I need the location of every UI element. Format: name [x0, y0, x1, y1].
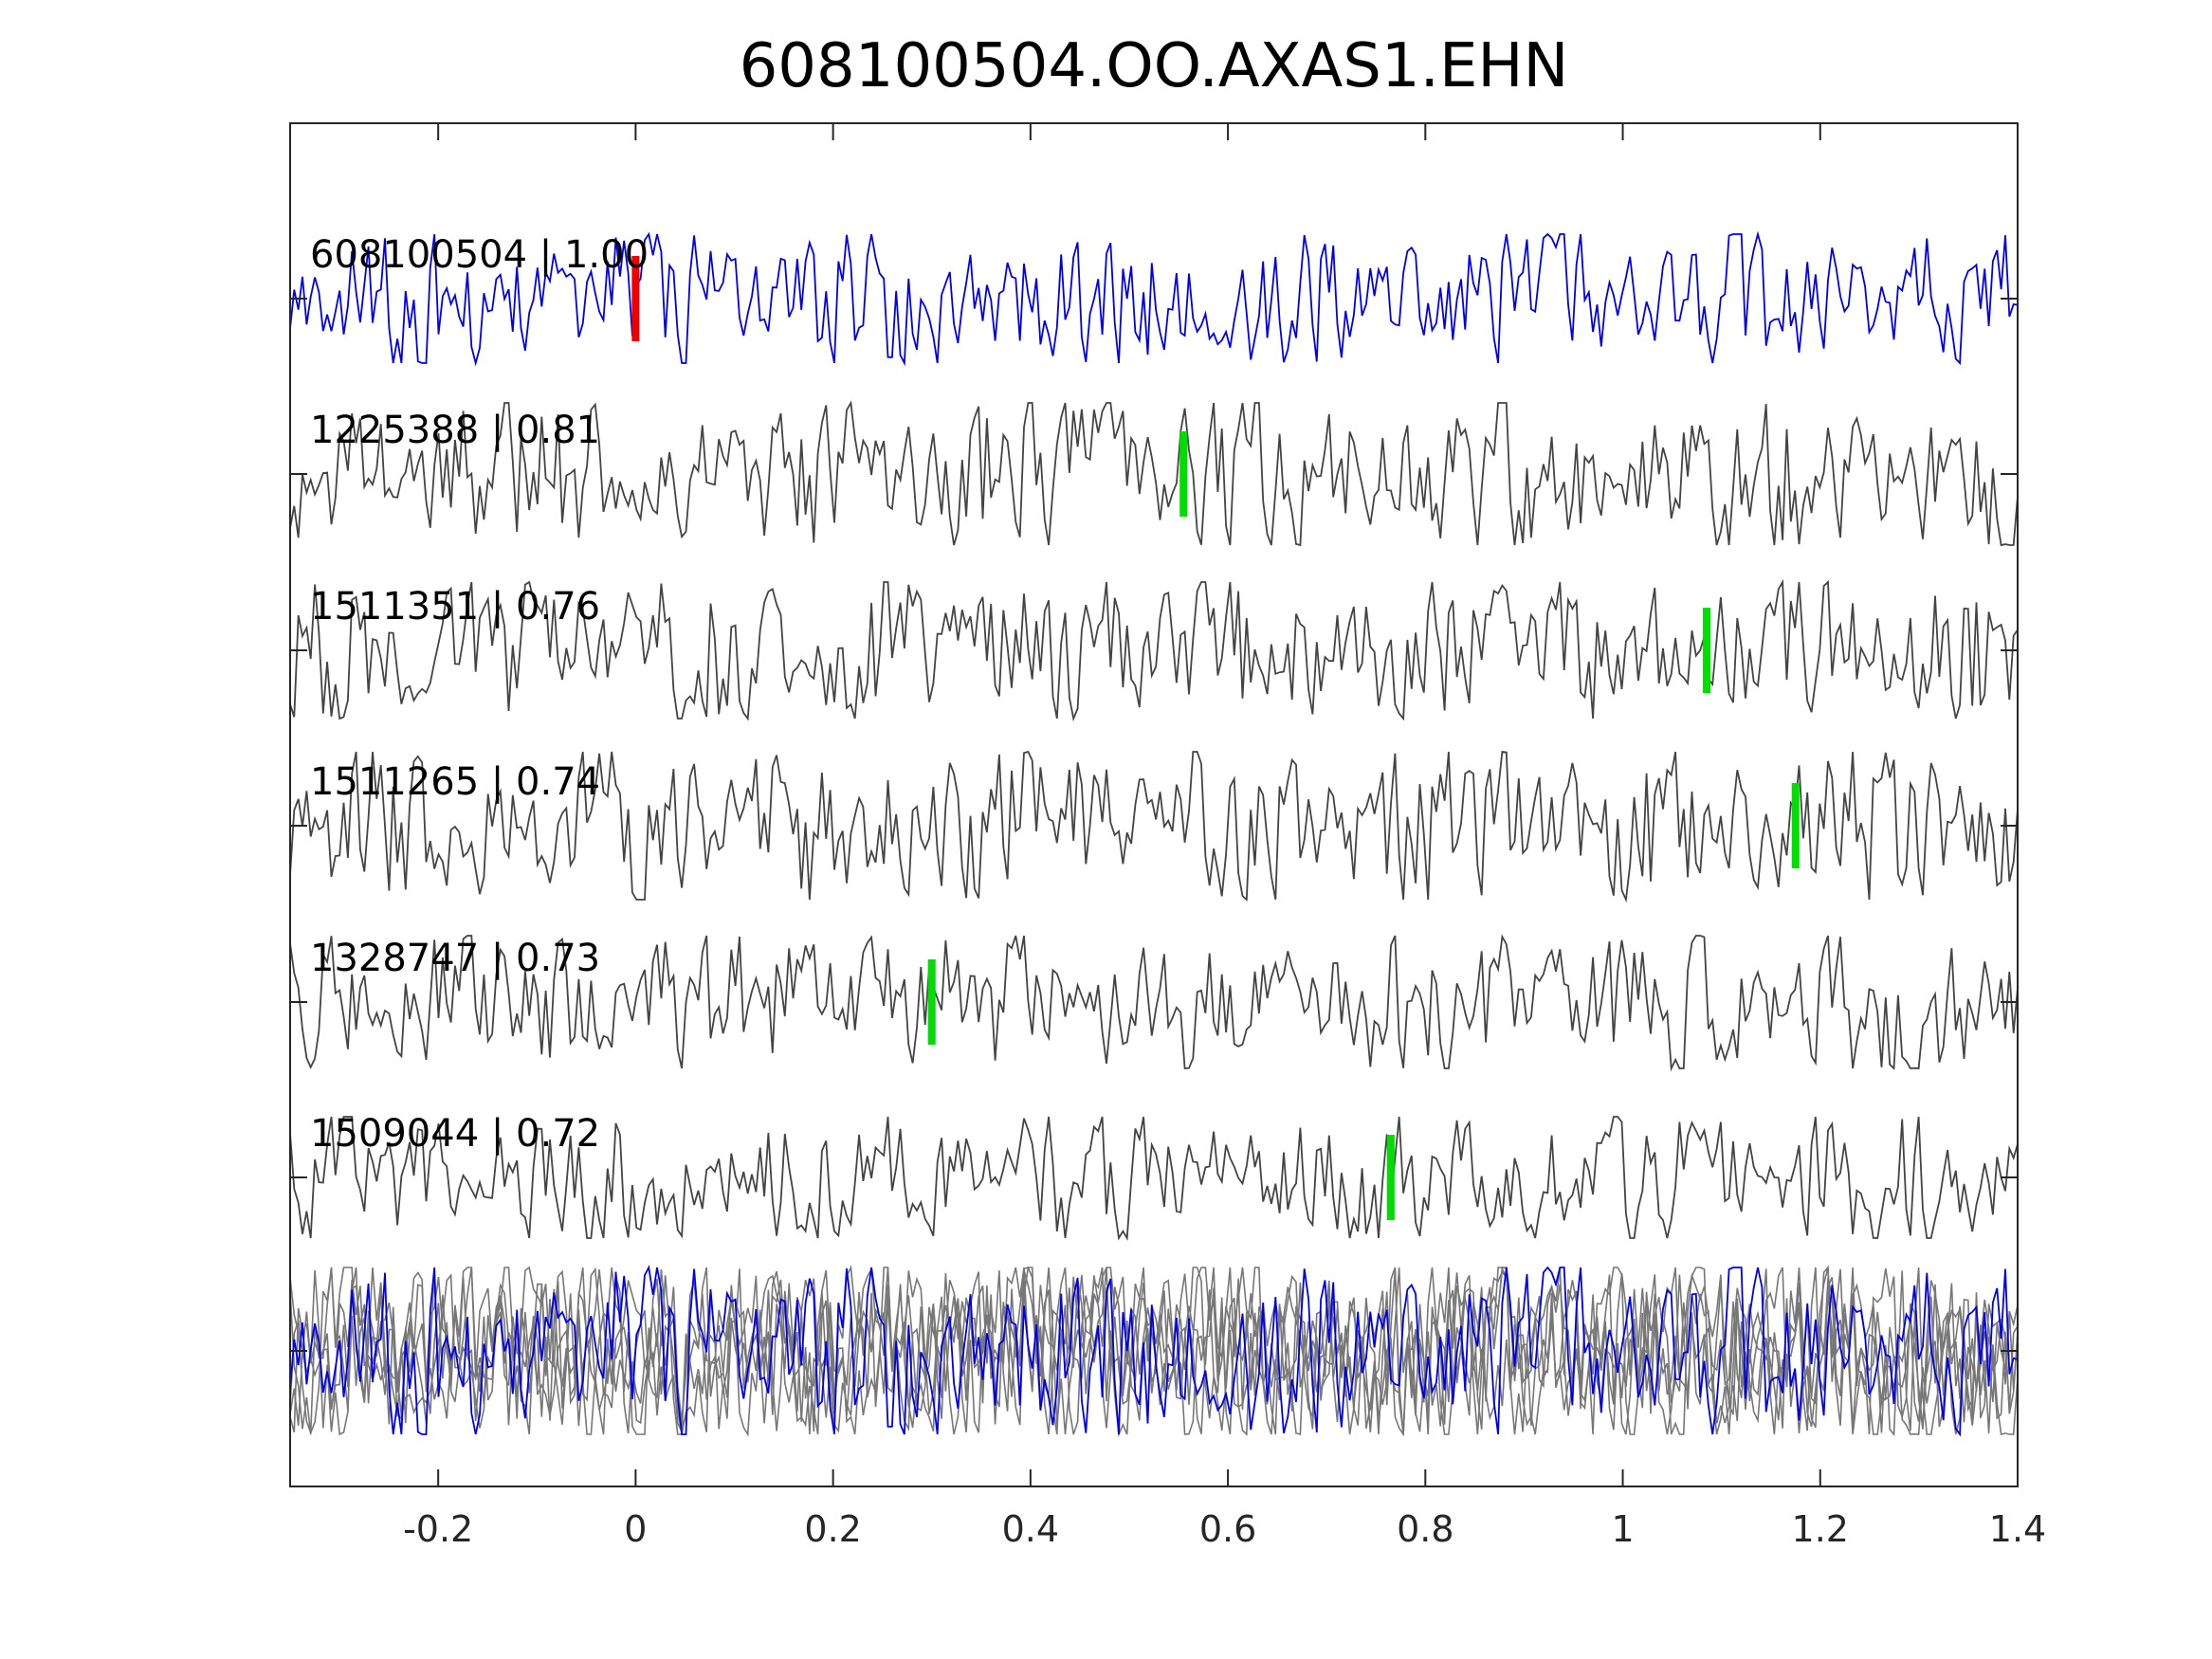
chart-title: 608100504.OO.AXAS1.EHN — [740, 31, 1569, 101]
stack-trace-5 — [290, 1266, 2018, 1437]
template-trace — [290, 230, 2018, 367]
trace-label-4: 1328747 | 0.73 — [310, 937, 600, 980]
trace-label-1: 1225388 | 0.81 — [310, 409, 600, 452]
x-tick-label-1: 0 — [624, 1508, 647, 1550]
trace-5 — [290, 1116, 2018, 1241]
x-tick-label-7: 1.2 — [1792, 1508, 1849, 1550]
x-tick-label-2: 0.2 — [804, 1508, 861, 1550]
x-tick-label-4: 0.6 — [1199, 1508, 1256, 1550]
x-tick-label-5: 0.8 — [1397, 1508, 1453, 1550]
x-tick-label-6: 1 — [1611, 1508, 1634, 1550]
trace-label-5: 1509044 | 0.72 — [310, 1112, 600, 1156]
plot-frame — [289, 122, 2019, 1487]
x-tick-label-8: 1.4 — [1989, 1508, 2046, 1550]
trace-label-2: 1511351 | 0.76 — [310, 585, 600, 629]
plot-area — [290, 230, 2018, 1438]
x-tick-label-0: -0.2 — [403, 1508, 473, 1550]
trace-labels: 608100504 | 1.00 1225388 | 0.81 1511351 | … — [310, 233, 649, 1156]
trace-3 — [290, 750, 2018, 903]
trace-label-3: 1511265 | 0.74 — [310, 760, 600, 804]
trace-2 — [290, 578, 2018, 722]
trace-4 — [290, 934, 2018, 1072]
stack-trace-6 — [290, 1267, 2018, 1438]
trace-label-0: 608100504 | 1.00 — [310, 233, 649, 277]
stack-template-trace — [290, 1265, 2018, 1437]
x-tick-label-3: 0.4 — [1002, 1508, 1059, 1550]
trace-1 — [290, 400, 2018, 547]
x-axis: -0.2 0 0.2 0.4 0.6 0.8 1 1.2 1.4 — [289, 122, 2046, 1550]
